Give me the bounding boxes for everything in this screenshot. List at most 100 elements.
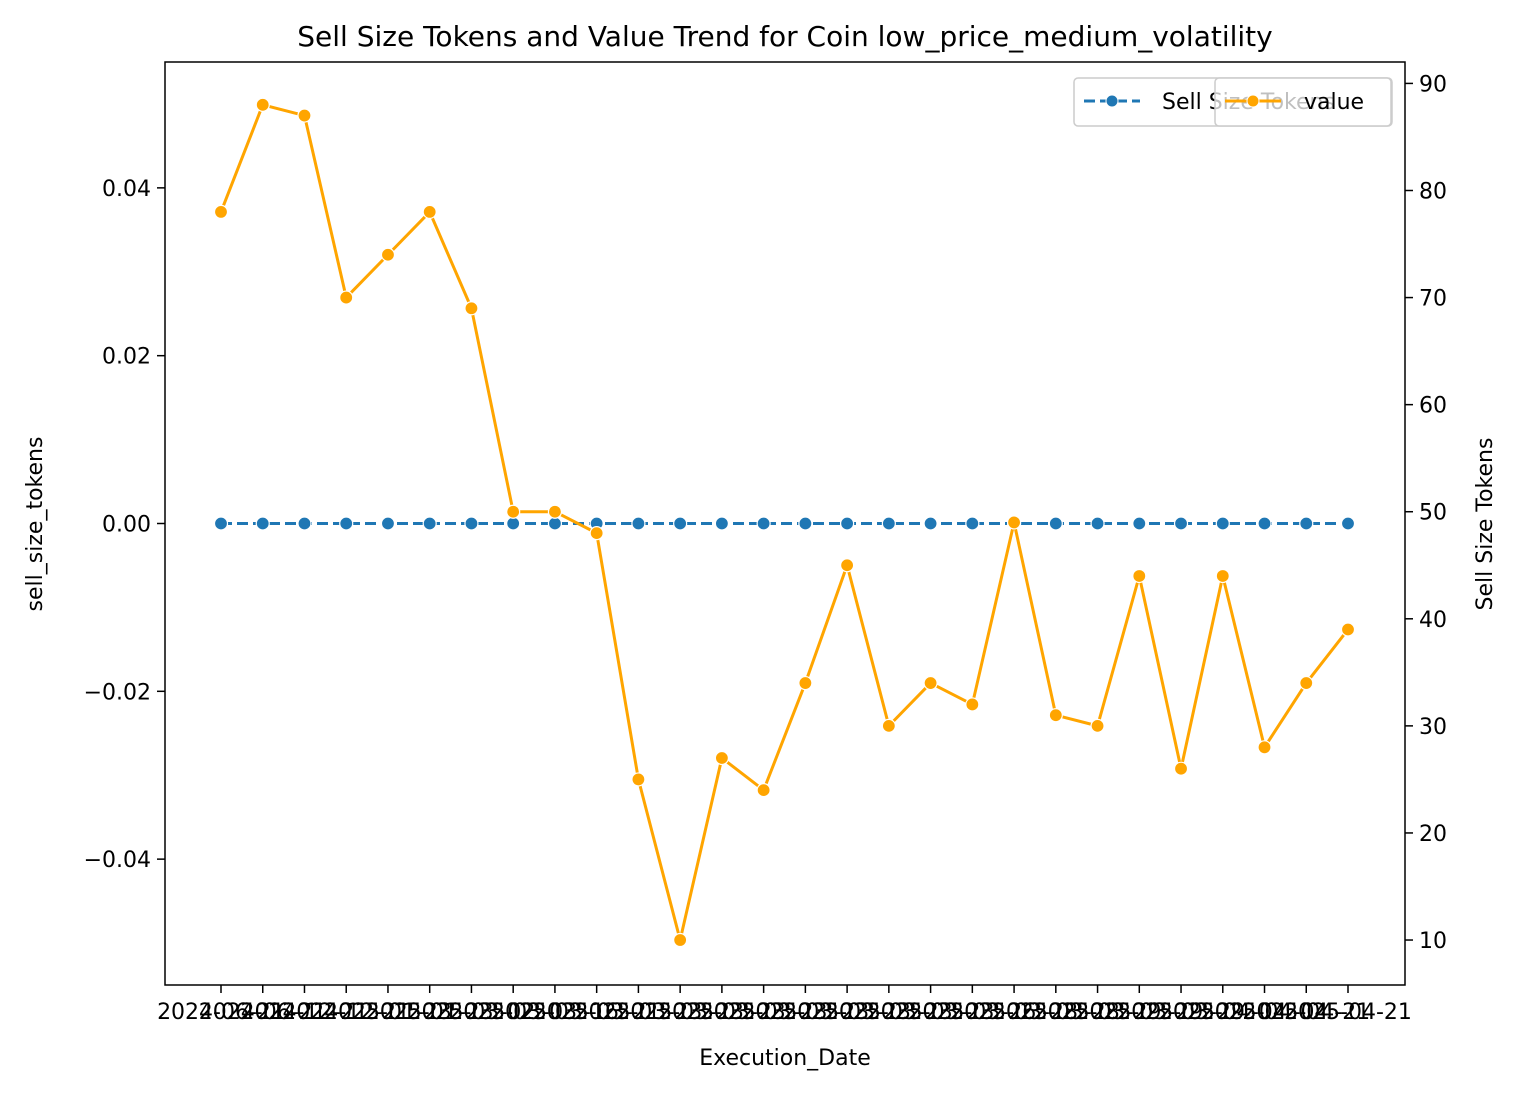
- data-point-sell-size-tokens: [923, 516, 938, 531]
- x-tick-label: 2025-03-23: [741, 1000, 869, 1025]
- x-tick-label: 2025-03-23: [700, 1000, 828, 1025]
- left-tick-label: 0.00: [102, 513, 151, 538]
- x-axis-label: Execution_Date: [699, 1046, 871, 1071]
- data-point-sell-size-tokens: [464, 516, 479, 531]
- x-axis: 2024-06-212024-06-212024-12-212024-12-21…: [157, 985, 1412, 1025]
- x-tick-label: 2025-03-26: [908, 1000, 1036, 1025]
- data-point-value: [1006, 515, 1022, 530]
- x-tick-label: 2025-03-29: [1117, 1000, 1245, 1025]
- x-tick-label: 2025-04-04: [1201, 1000, 1329, 1025]
- data-point-sell-size-tokens: [255, 516, 270, 531]
- data-point-value: [714, 750, 729, 766]
- x-tick-label: 2025-03-21: [533, 1000, 661, 1025]
- data-point-sell-size-tokens: [213, 516, 229, 531]
- x-tick-label: 2025-04-21: [1284, 1000, 1412, 1025]
- x-tick-label: 2025-03-29: [1034, 1000, 1162, 1025]
- data-point-sell-size-tokens: [1340, 516, 1356, 531]
- data-point-value: [1173, 761, 1189, 776]
- left-tick-label: −0.02: [84, 680, 151, 705]
- right-tick-label: 60: [1419, 394, 1447, 419]
- left-tick-label: −0.04: [84, 848, 151, 873]
- x-tick-label: 2025-03-03: [449, 1000, 577, 1025]
- data-point-sell-size-tokens: [1257, 516, 1272, 531]
- left-tick-label: 0.02: [102, 345, 151, 370]
- right-tick-label: 80: [1419, 179, 1447, 204]
- data-point-sell-size-tokens: [1090, 516, 1105, 531]
- x-tick-label: 2025-04-21: [1242, 1000, 1370, 1025]
- legend-right-series: value: [1214, 77, 1392, 127]
- data-point-value: [798, 675, 813, 691]
- data-point-value: [422, 204, 437, 220]
- right-tick-label: 50: [1419, 501, 1447, 526]
- data-point-sell-size-tokens: [1132, 516, 1147, 531]
- chart-title: Sell Size Tokens and Value Trend for Coi…: [297, 20, 1272, 53]
- x-tick-label: 2025-03-23: [783, 1000, 911, 1025]
- left-axis: −0.04 −0.02 0.00 0.02 0.04: [84, 177, 165, 873]
- data-point-sell-size-tokens: [1215, 516, 1230, 531]
- x-tick-label: 2025-03-23: [658, 1000, 786, 1025]
- data-point-value: [506, 504, 521, 519]
- data-point-value: [464, 301, 479, 316]
- data-point-value: [1215, 568, 1230, 584]
- data-point-sell-size-tokens: [339, 516, 354, 531]
- data-point-value: [881, 718, 896, 733]
- x-tick-label: 2025-03-23: [825, 1000, 953, 1025]
- x-tick-label: 2025-03-23: [867, 1000, 995, 1025]
- left-axis-label: sell_size_tokens: [23, 437, 48, 612]
- data-point-sell-size-tokens: [1173, 516, 1189, 531]
- data-point-value: [756, 783, 771, 798]
- right-tick-label: 10: [1419, 929, 1447, 954]
- legend-right-marker: [1246, 94, 1260, 108]
- data-point-sell-size-tokens: [881, 516, 896, 531]
- plot-area: [213, 97, 1356, 948]
- legend-right-frame: [1214, 77, 1392, 127]
- x-tick-label: 2025-03-28: [950, 1000, 1078, 1025]
- data-point-sell-size-tokens: [714, 516, 729, 531]
- data-point-value: [673, 932, 688, 948]
- data-point-value: [1340, 622, 1356, 637]
- x-tick-label: 2025-01-23: [366, 1000, 494, 1025]
- legend-right-label: value: [1304, 90, 1364, 115]
- data-point-sell-size-tokens: [798, 516, 813, 531]
- right-tick-label: 90: [1419, 72, 1447, 97]
- data-point-sell-size-tokens: [1048, 516, 1063, 531]
- data-point-value: [1299, 675, 1314, 691]
- data-point-sell-size-tokens: [506, 516, 521, 531]
- x-tick-label: 2025-03-02: [408, 1000, 536, 1025]
- data-point-sell-size-tokens: [380, 516, 396, 531]
- data-point-value: [380, 247, 396, 262]
- series-line-value: [219, 103, 1350, 942]
- x-tick-label: 2024-12-21: [241, 1000, 369, 1025]
- data-point-value: [1090, 718, 1105, 733]
- right-axis-label: Sell Size Tokens: [1473, 438, 1498, 611]
- right-tick-label: 30: [1419, 715, 1447, 740]
- data-point-sell-size-tokens: [840, 516, 855, 531]
- data-point-value: [213, 204, 229, 220]
- x-tick-label: 2024-12-21: [282, 1000, 410, 1025]
- data-point-value: [255, 97, 270, 112]
- data-point-value: [1132, 568, 1147, 584]
- data-point-sell-size-tokens: [547, 516, 563, 531]
- data-point-sell-size-tokens: [673, 516, 688, 531]
- right-tick-label: 20: [1419, 822, 1447, 847]
- data-point-value: [923, 675, 938, 691]
- legend-left-marker: [1105, 94, 1119, 108]
- data-point-value: [631, 772, 646, 787]
- left-tick-label: 0.04: [102, 177, 151, 202]
- data-point-sell-size-tokens: [1299, 516, 1314, 531]
- data-point-sell-size-tokens: [631, 516, 646, 531]
- data-point-sell-size-tokens: [756, 516, 771, 531]
- x-tick-label: 2024-06-21: [157, 1000, 285, 1025]
- data-point-sell-size-tokens: [297, 516, 312, 531]
- right-tick-label: 70: [1419, 287, 1447, 312]
- data-point-value: [547, 504, 563, 519]
- x-tick-label: 2024-06-21: [199, 1000, 327, 1025]
- x-tick-label: 2025-03-28: [992, 1000, 1120, 1025]
- right-tick-label: 40: [1419, 608, 1447, 633]
- x-tick-label: 2025-01-23: [324, 1000, 452, 1025]
- x-tick-label: 2025-03-23: [574, 1000, 702, 1025]
- x-tick-label: 2025-03-16: [491, 1000, 619, 1025]
- data-point-value: [965, 697, 980, 712]
